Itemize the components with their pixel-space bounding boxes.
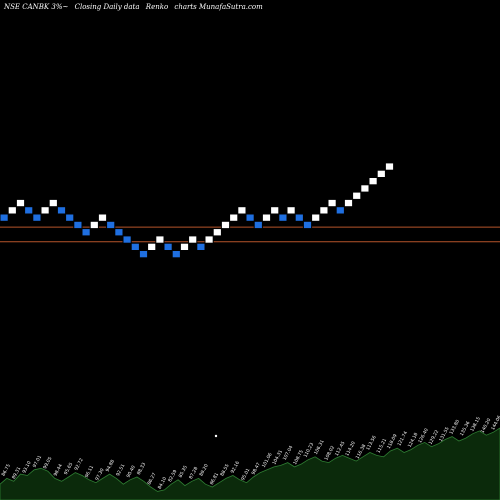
down-brick — [171, 250, 181, 259]
volume-label: 84.10 — [157, 476, 168, 490]
up-brick — [220, 220, 231, 230]
volume-label: 87.28 — [188, 466, 199, 480]
down-brick — [253, 220, 263, 230]
volume-label: 97.30 — [94, 467, 105, 481]
up-brick — [270, 206, 280, 215]
up-brick — [48, 198, 58, 208]
volume-label: 92.51 — [115, 463, 126, 477]
volume-label: 90.40 — [125, 464, 136, 478]
up-brick — [286, 206, 296, 215]
up-brick — [40, 206, 50, 215]
up-brick — [155, 235, 165, 244]
volume-label: 89.20 — [198, 463, 209, 477]
header-site: charts MunafaSutra.com — [174, 3, 263, 11]
up-brick — [261, 213, 272, 222]
volume-label: 92.16 — [230, 460, 241, 474]
up-brick — [7, 206, 17, 215]
volume-fill — [0, 427, 500, 500]
volume-label: 92.72 — [73, 457, 84, 471]
up-brick — [15, 198, 26, 208]
up-brick — [188, 235, 198, 244]
down-brick — [278, 213, 288, 222]
volume-label: 82.59 — [167, 469, 178, 483]
down-brick — [163, 242, 173, 251]
volume-label: 86.27 — [146, 472, 157, 486]
volume-label: 97.01 — [32, 454, 43, 468]
renko-bricks — [0, 162, 395, 259]
up-brick — [229, 213, 239, 222]
down-brick — [106, 220, 116, 230]
up-brick — [343, 198, 354, 208]
volume-label: 88.55 — [219, 463, 230, 477]
volume-area — [0, 427, 500, 500]
up-brick — [376, 169, 386, 178]
chart-header: NSE CANBK 3%~ Closing Daily data Renko c… — [4, 3, 263, 11]
down-brick — [130, 242, 140, 251]
down-brick — [24, 206, 34, 215]
volume-label: 89.31 — [11, 466, 22, 480]
up-brick — [319, 206, 329, 215]
up-brick — [204, 235, 214, 244]
up-brick — [360, 184, 370, 193]
volume-label: 93.10 — [21, 460, 32, 474]
volume-label: 98.44 — [53, 463, 64, 477]
down-brick — [0, 213, 9, 222]
up-brick — [97, 213, 108, 222]
down-brick — [335, 206, 345, 215]
header-chart-kind: Renko — [145, 3, 169, 11]
down-brick — [196, 242, 206, 251]
volume-label: 88.33 — [136, 462, 147, 476]
up-brick — [327, 198, 337, 208]
up-brick — [89, 220, 99, 230]
up-brick — [311, 213, 321, 222]
up-brick — [384, 162, 395, 171]
down-brick — [294, 213, 304, 222]
up-brick — [212, 228, 222, 237]
down-brick — [302, 220, 313, 230]
volume-label: 94.88 — [105, 459, 116, 473]
down-brick — [122, 235, 132, 244]
down-brick — [32, 213, 42, 222]
volume-label: 86.81 — [209, 472, 220, 486]
down-brick — [73, 220, 83, 230]
volume-label: 98.47 — [250, 462, 261, 476]
volume-label: 96.11 — [84, 464, 95, 478]
up-brick — [179, 242, 190, 251]
volume-label: 95.01 — [240, 467, 251, 481]
down-brick — [245, 213, 255, 222]
up-brick — [237, 206, 247, 215]
volume-label: 95.65 — [63, 462, 74, 476]
volume-label: 86.75 — [0, 463, 11, 477]
volume-label: 85.35 — [178, 464, 189, 478]
volume-peak-dot — [214, 434, 218, 438]
header-description: Closing Daily data — [74, 3, 140, 11]
up-brick — [147, 242, 157, 251]
down-brick — [65, 213, 75, 222]
down-brick — [56, 206, 67, 215]
volume-label: 99.05 — [42, 456, 53, 470]
header-symbol: NSE CANBK 3% — [4, 3, 63, 11]
header-glyph: ~ — [62, 3, 69, 11]
volume-label: 144.06 — [490, 414, 500, 431]
down-brick — [81, 228, 91, 237]
reference-lines — [0, 226, 500, 243]
down-brick — [138, 250, 149, 259]
up-brick — [352, 191, 362, 200]
up-brick — [368, 177, 378, 186]
down-brick — [114, 228, 124, 237]
